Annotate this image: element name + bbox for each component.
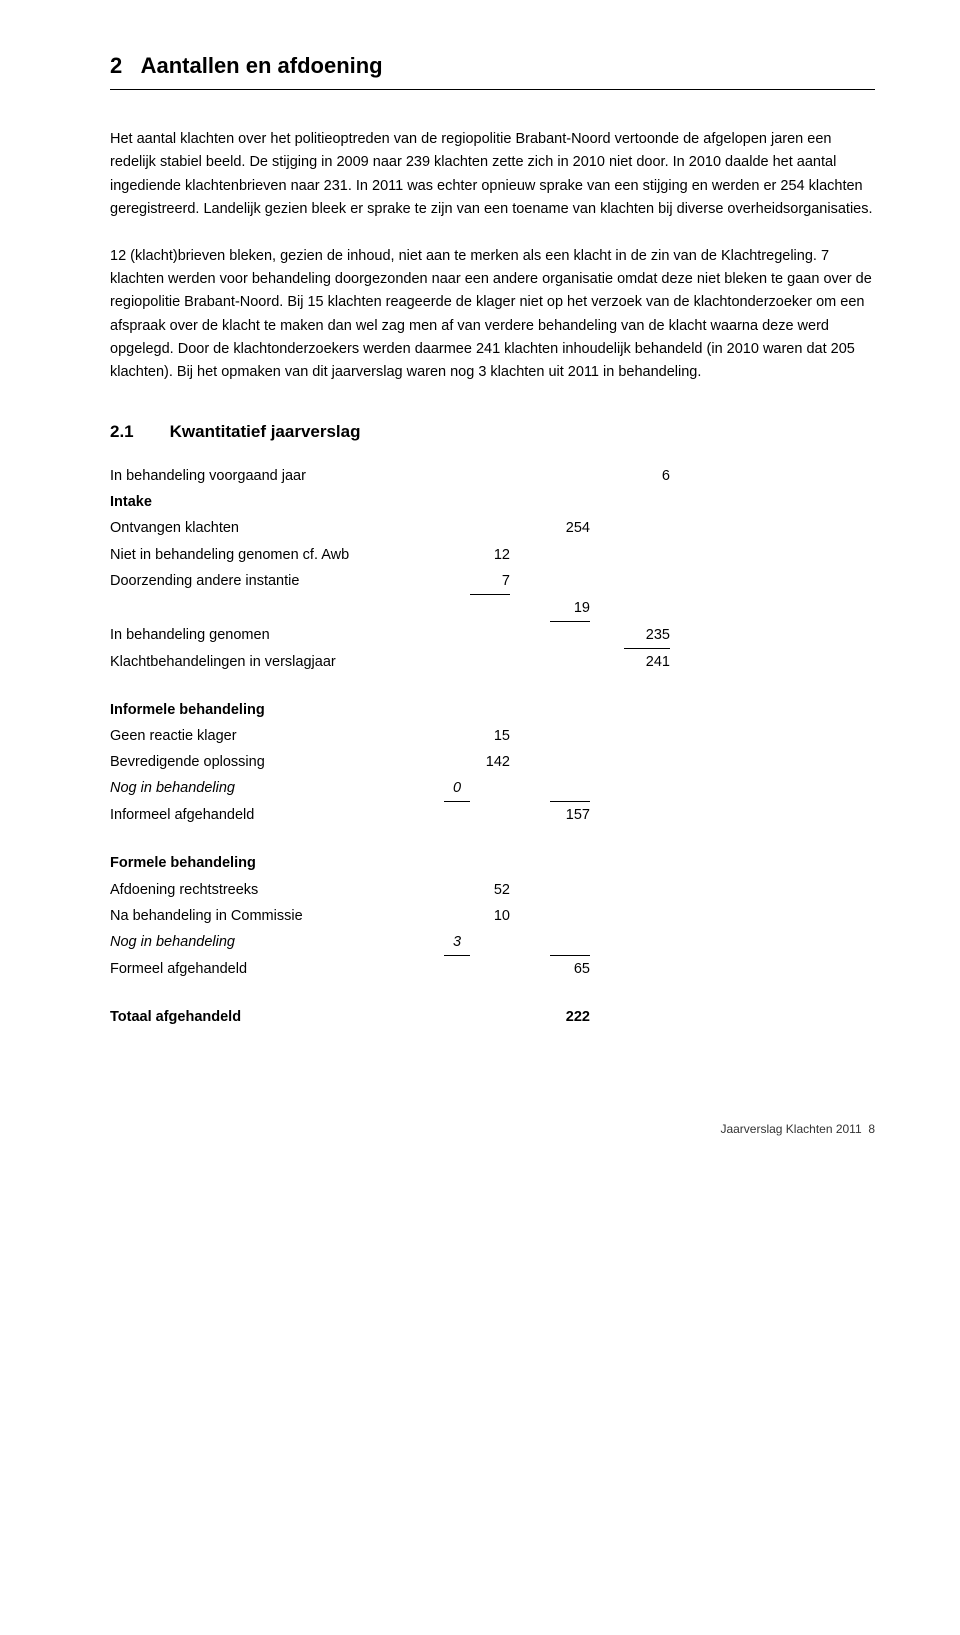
stat-value: 19 [510, 595, 590, 622]
page-number: 8 [868, 1122, 875, 1136]
stat-label: Formeel afgehandeld [110, 956, 430, 982]
stat-heading: Informele behandeling [110, 697, 430, 723]
stat-row: Informele behandeling [110, 697, 875, 723]
stat-value: 142 [430, 749, 510, 775]
stats-block: In behandeling voorgaand jaar 6 Intake O… [110, 463, 875, 1030]
stat-row: Ontvangen klachten 254 [110, 515, 875, 541]
stat-value: 10 [430, 903, 510, 929]
stat-row: Bevredigende oplossing 142 [110, 749, 875, 775]
stat-row: In behandeling genomen 235 [110, 622, 875, 649]
stat-value: 52 [430, 877, 510, 903]
stat-value: 6 [590, 463, 670, 489]
paragraph-2: 12 (klacht)brieven bleken, gezien de inh… [110, 245, 875, 384]
stat-row: Nog in behandeling 3 [110, 929, 875, 956]
stat-heading: Intake [110, 489, 430, 515]
page-footer: Jaarverslag Klachten 2011 8 [110, 1120, 875, 1139]
stat-label: Klachtbehandelingen in verslagjaar [110, 649, 430, 675]
stat-row: Formeel afgehandeld 65 [110, 956, 875, 982]
stat-row: Formele behandeling [110, 850, 875, 876]
stat-label: Niet in behandeling genomen cf. Awb [110, 542, 430, 568]
stat-label: Ontvangen klachten [110, 515, 430, 541]
stat-label: Afdoening rechtstreeks [110, 877, 430, 903]
stat-value: 254 [510, 515, 590, 541]
stat-value: 65 [510, 956, 590, 982]
section-title-text: Kwantitatief jaarverslag [170, 422, 361, 441]
stat-label: In behandeling genomen [110, 622, 430, 649]
stat-row: Intake [110, 489, 875, 515]
stat-row: Afdoening rechtstreeks 52 [110, 877, 875, 903]
stat-row: Informeel afgehandeld 157 [110, 802, 875, 828]
stat-row: In behandeling voorgaand jaar 6 [110, 463, 875, 489]
stat-label: Nog in behandeling [110, 929, 430, 956]
stat-value: 7 [430, 568, 510, 595]
chapter-number: 2 [110, 53, 122, 78]
section-title: 2.1 Kwantitatief jaarverslag [110, 418, 875, 445]
stat-value: 15 [430, 723, 510, 749]
chapter-rule [110, 89, 875, 90]
stat-row: Geen reactie klager 15 [110, 723, 875, 749]
stat-value: 241 [590, 649, 670, 675]
stat-label: Geen reactie klager [110, 723, 430, 749]
stat-label: Bevredigende oplossing [110, 749, 430, 775]
stat-label: Na behandeling in Commissie [110, 903, 430, 929]
section-number: 2.1 [110, 418, 134, 445]
stat-row: Totaal afgehandeld 222 [110, 1004, 875, 1030]
paragraph-1: Het aantal klachten over het politieoptr… [110, 128, 875, 221]
stat-heading: Formele behandeling [110, 850, 430, 876]
stat-label: Informeel afgehandeld [110, 802, 430, 828]
stat-row: Doorzending andere instantie 7 [110, 568, 875, 595]
stat-row: Na behandeling in Commissie 10 [110, 903, 875, 929]
stat-value: 0 [430, 775, 510, 802]
stat-label: Totaal afgehandeld [110, 1004, 430, 1030]
stat-row: Niet in behandeling genomen cf. Awb 12 [110, 542, 875, 568]
stat-label: In behandeling voorgaand jaar [110, 463, 430, 489]
chapter-title-text: Aantallen en afdoening [141, 53, 383, 78]
stat-label: Doorzending andere instantie [110, 568, 430, 595]
stat-value: 222 [510, 1004, 590, 1030]
stat-label: Nog in behandeling [110, 775, 430, 802]
stat-row: 19 [110, 595, 875, 622]
stat-value: 235 [590, 622, 670, 649]
stat-value: 12 [430, 542, 510, 568]
stat-row: Klachtbehandelingen in verslagjaar 241 [110, 649, 875, 675]
stat-value: 157 [510, 802, 590, 828]
chapter-title: 2 Aantallen en afdoening [110, 48, 875, 83]
stat-value: 3 [430, 929, 510, 956]
footer-text: Jaarverslag Klachten 2011 [720, 1122, 861, 1136]
stat-row: Nog in behandeling 0 [110, 775, 875, 802]
